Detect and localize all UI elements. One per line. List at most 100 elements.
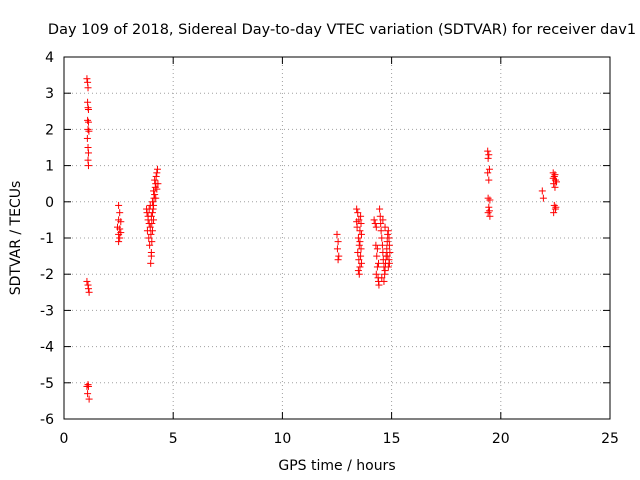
data-point-marker xyxy=(381,267,389,275)
data-point-marker xyxy=(377,227,385,235)
x-axis-label: GPS time / hours xyxy=(278,458,395,474)
data-point-marker xyxy=(84,118,92,126)
data-point-marker xyxy=(147,230,155,238)
data-point-marker xyxy=(375,281,383,289)
data-point-marker xyxy=(153,169,161,177)
data-point-marker xyxy=(551,183,559,191)
data-point-marker xyxy=(538,187,546,195)
data-point-marker xyxy=(372,241,380,249)
data-point-marker xyxy=(84,84,92,92)
data-point-marker xyxy=(150,187,158,195)
data-point-marker xyxy=(486,212,494,220)
data-point-marker xyxy=(486,196,494,204)
data-point-marker xyxy=(84,382,92,390)
chart-title: Day 109 of 2018, Sidereal Day-to-day VTE… xyxy=(48,22,636,38)
data-point-marker xyxy=(84,125,92,133)
data-point-marker xyxy=(484,209,492,217)
data-point-marker xyxy=(354,234,362,242)
data-point-marker xyxy=(154,180,162,188)
axis-tick-labels: 0 5 10 15 20 25 -6 -5 -4 -3 -2 -1 0 1 2 3 4 xyxy=(40,50,619,447)
y-tick-label: -6 xyxy=(40,412,54,428)
data-point-marker xyxy=(150,216,158,224)
data-point-marker xyxy=(148,209,156,217)
data-point-marker xyxy=(116,225,124,233)
data-point-marker xyxy=(356,238,364,246)
data-point-marker xyxy=(148,238,156,246)
data-point-marker xyxy=(357,220,365,228)
data-point-marker xyxy=(485,203,493,211)
data-point-marker xyxy=(353,205,361,213)
data-point-marker xyxy=(484,154,492,162)
data-point-marker xyxy=(373,263,381,271)
data-point-marker xyxy=(85,288,93,296)
data-point-marker xyxy=(148,198,156,206)
data-point-marker xyxy=(374,259,382,267)
data-point-marker xyxy=(84,162,92,170)
y-tick-label: 3 xyxy=(45,86,54,102)
data-point-marker xyxy=(147,248,155,256)
data-point-marker xyxy=(550,209,558,217)
data-point-marker xyxy=(550,172,558,180)
data-point-marker xyxy=(117,218,125,226)
data-point-marker xyxy=(146,241,154,249)
data-point-marker xyxy=(147,259,155,267)
data-point-marker xyxy=(379,216,387,224)
y-tick-label: 2 xyxy=(45,122,54,138)
data-point-marker xyxy=(552,178,560,186)
grid xyxy=(64,57,610,419)
data-point-marker xyxy=(357,230,365,238)
y-tick-label: -3 xyxy=(40,303,54,319)
data-point-marker xyxy=(383,238,391,246)
data-point-marker xyxy=(381,223,389,231)
data-point-marker xyxy=(383,245,391,253)
data-point-marker xyxy=(151,176,159,184)
data-point-marker xyxy=(354,267,362,275)
data-point-marker xyxy=(334,256,342,264)
data-point-marker xyxy=(153,185,161,193)
data-point-marker xyxy=(484,194,492,202)
data-point-marker xyxy=(153,165,161,173)
data-point-marker xyxy=(385,241,393,249)
data-point-marker xyxy=(484,147,492,155)
data-point-marker xyxy=(83,134,91,142)
data-point-marker xyxy=(333,245,341,253)
data-point-marker xyxy=(370,216,378,224)
data-point-marker xyxy=(354,248,362,256)
data-point-marker xyxy=(83,277,91,285)
data-point-marker xyxy=(152,172,160,180)
data-point-marker xyxy=(357,252,365,260)
axis-ticks xyxy=(63,56,611,420)
data-point-marker xyxy=(485,151,493,159)
data-point-marker xyxy=(485,176,493,184)
data-point-marker xyxy=(385,259,393,267)
data-point-marker xyxy=(377,220,385,228)
data-point-marker xyxy=(384,263,392,271)
x-tick-label: 5 xyxy=(169,431,178,447)
data-point-marker xyxy=(356,227,364,235)
data-point-marker xyxy=(551,171,559,179)
data-point-marker xyxy=(150,201,158,209)
data-point-marker xyxy=(151,191,159,199)
y-tick-label: -1 xyxy=(40,231,54,247)
data-point-marker xyxy=(380,277,388,285)
data-point-marker xyxy=(357,245,365,253)
x-tick-label: 0 xyxy=(60,431,69,447)
data-point-marker xyxy=(355,256,363,264)
data-point-marker xyxy=(539,194,547,202)
data-point-marker xyxy=(333,230,341,238)
y-tick-label: 1 xyxy=(45,159,54,175)
data-point-marker xyxy=(372,270,380,278)
data-point-marker xyxy=(356,263,364,271)
data-point-marker xyxy=(115,230,123,238)
data-point-marker xyxy=(355,270,363,278)
y-tick-label: -4 xyxy=(40,340,54,356)
data-point-marker xyxy=(355,241,363,249)
data-point-marker xyxy=(378,274,386,282)
data-point-marker xyxy=(116,209,124,217)
data-point-marker xyxy=(84,116,92,124)
y-axis-label: SDTVAR / TECUs xyxy=(8,181,24,296)
data-point-marker xyxy=(549,174,557,182)
data-point-marker xyxy=(379,248,387,256)
data-point-marker xyxy=(357,212,365,220)
data-point-marker xyxy=(144,212,152,220)
